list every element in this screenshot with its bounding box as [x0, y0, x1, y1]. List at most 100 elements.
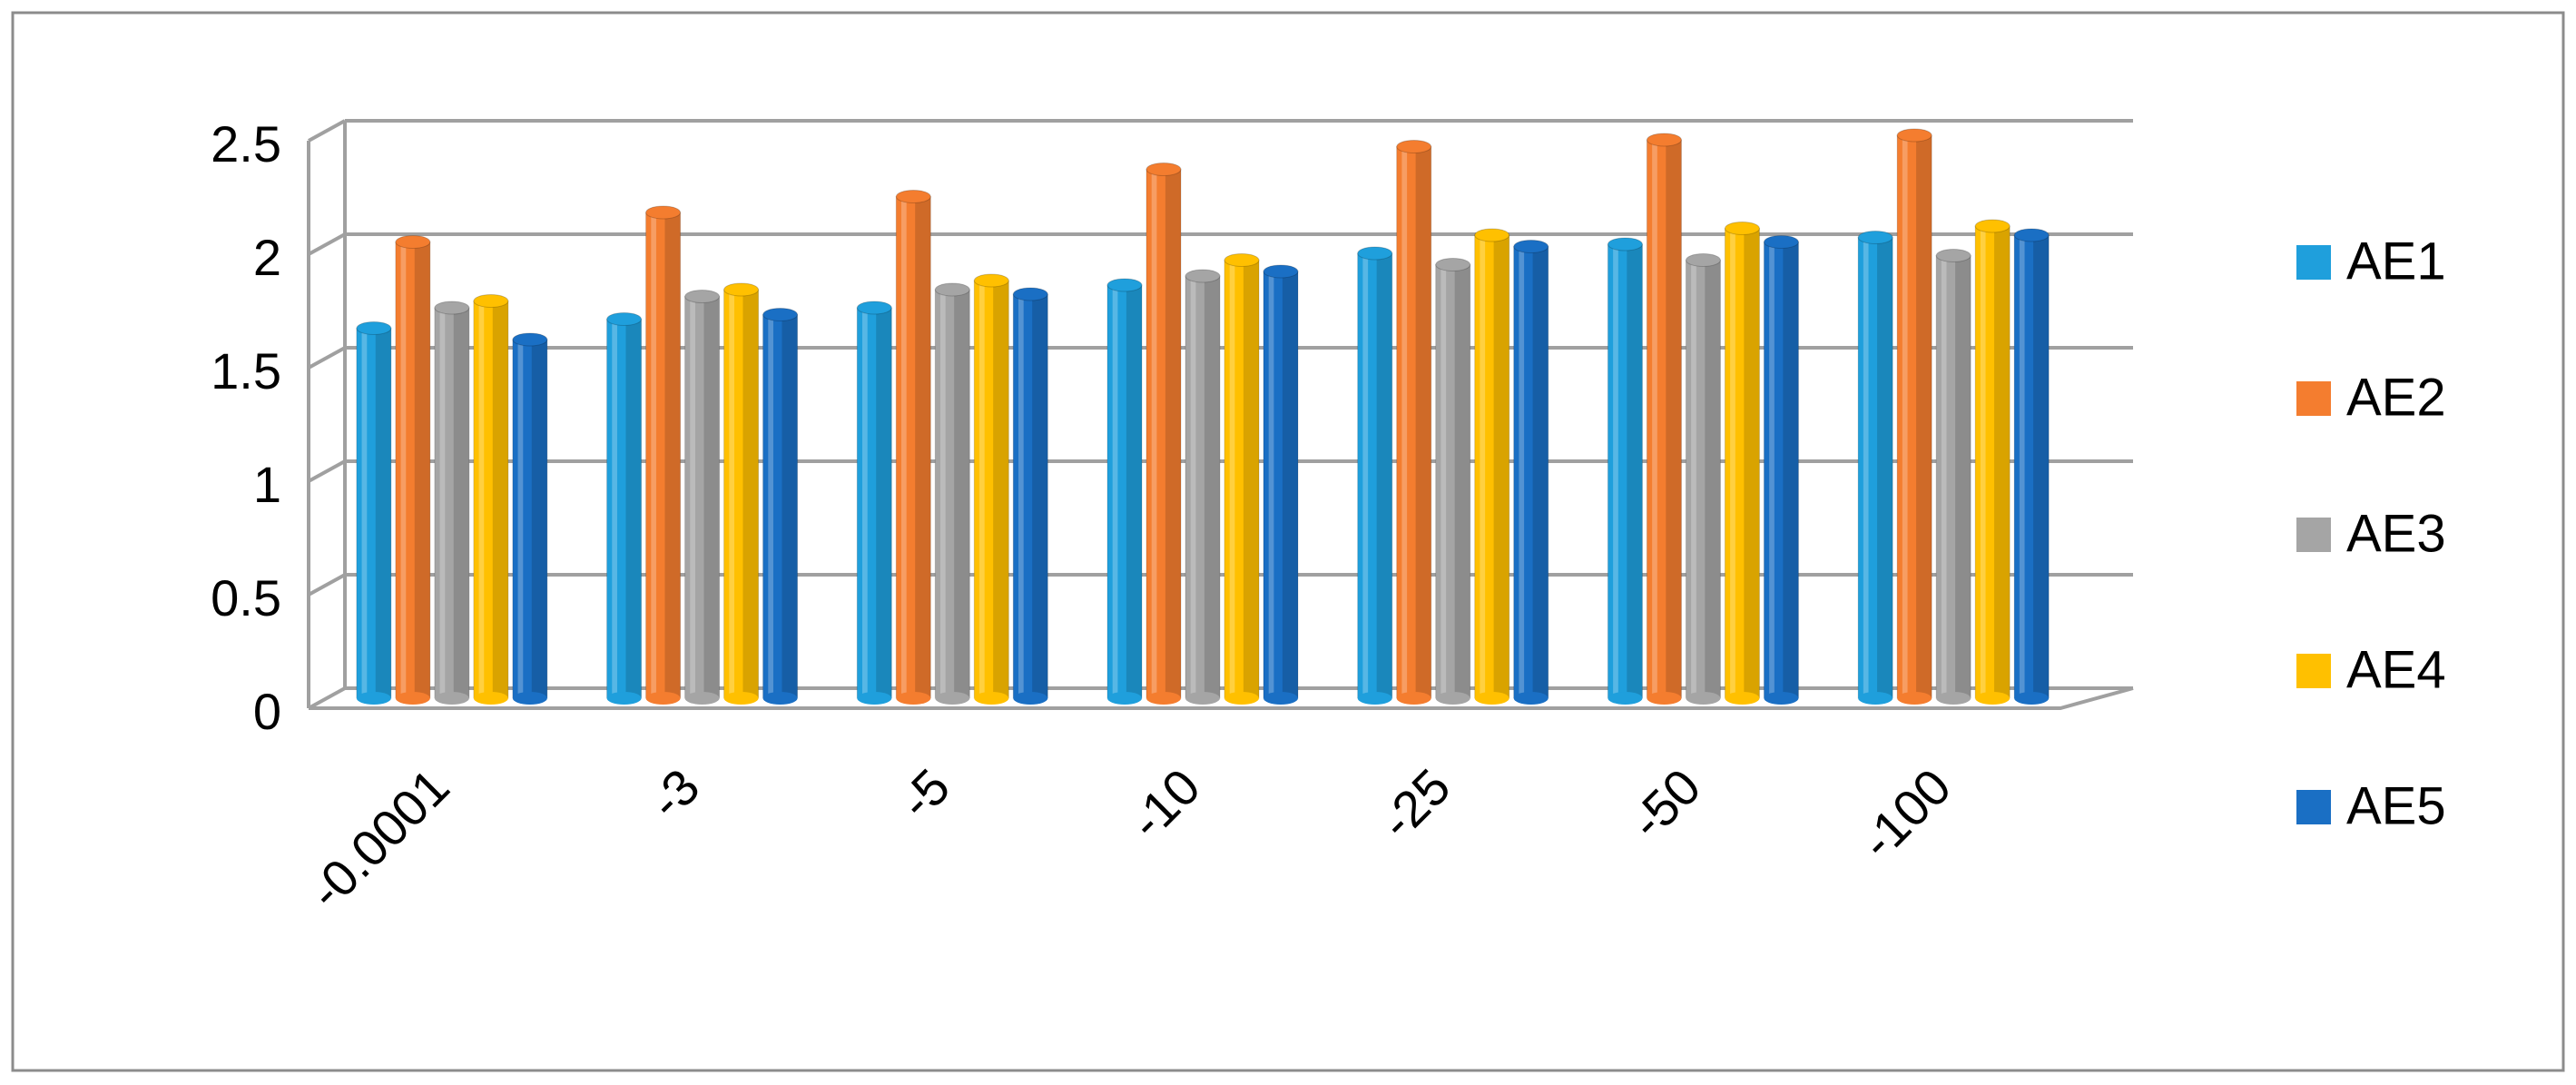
bar — [1857, 237, 1893, 699]
legend-swatch — [2296, 518, 2331, 552]
bar-cap — [856, 301, 892, 315]
bar-cap — [1263, 264, 1299, 279]
bar-highlight — [1652, 140, 1657, 698]
bar-base — [434, 692, 469, 705]
bar-highlight — [2019, 235, 2025, 698]
bar-base — [1263, 692, 1298, 705]
bar-shade — [954, 290, 970, 698]
bar — [934, 289, 970, 699]
bar-base — [473, 692, 508, 705]
legend-swatch — [2296, 790, 2331, 824]
bar-base — [512, 692, 547, 705]
legend-label: AE1 — [2346, 232, 2446, 291]
bar — [684, 296, 721, 699]
bar-highlight — [1480, 235, 1486, 698]
bar — [1012, 293, 1048, 699]
bar-highlight — [1151, 169, 1157, 698]
bar-cap — [1145, 163, 1182, 176]
bar-shade — [1493, 235, 1509, 698]
grid-line-side — [308, 459, 346, 483]
bar-shade — [1243, 260, 1259, 698]
bar-shade — [1744, 228, 1760, 698]
bar-cap — [434, 301, 470, 315]
bar — [723, 289, 760, 699]
bar-cap — [1435, 258, 1471, 271]
bar-base — [1725, 692, 1760, 705]
bar — [973, 280, 1009, 699]
bar-highlight — [1440, 264, 1447, 698]
bar-highlight — [612, 319, 617, 698]
bar-base — [1608, 692, 1643, 705]
bar-shade — [1282, 271, 1298, 698]
bar — [434, 307, 470, 699]
bar-cap — [473, 294, 509, 308]
grid-line-side — [308, 119, 346, 143]
bar-shade — [1454, 264, 1470, 698]
bar — [762, 314, 799, 699]
bar-base — [1897, 692, 1932, 705]
bar — [1763, 242, 1799, 699]
bar-highlight — [1362, 253, 1369, 698]
bar-base — [645, 692, 681, 705]
grid-line-side — [308, 346, 346, 370]
bar-shade — [1666, 140, 1682, 698]
bar-base — [1357, 692, 1392, 705]
bar — [1185, 275, 1221, 699]
bar-shade — [1994, 226, 2011, 698]
bar-base — [1224, 692, 1259, 705]
legend-swatch — [2296, 381, 2331, 416]
bar-shade — [1032, 294, 1048, 698]
bar-shade — [1916, 135, 1932, 698]
bar-highlight — [768, 314, 773, 698]
bar — [1513, 246, 1549, 699]
bar — [1724, 228, 1760, 699]
bar-base — [1513, 692, 1549, 705]
bar-highlight — [1769, 242, 1775, 698]
bar-cap — [1685, 253, 1721, 267]
bar-cap — [512, 332, 548, 347]
bar — [1263, 271, 1299, 699]
bar-highlight — [978, 281, 985, 698]
bar-highlight — [729, 290, 734, 698]
bar-shade — [1204, 276, 1220, 698]
bar-base — [1647, 692, 1682, 705]
bar-highlight — [690, 296, 695, 698]
bar-shade — [876, 308, 892, 698]
bar-cap — [1106, 278, 1143, 292]
bar-highlight — [361, 328, 368, 698]
floor-edge — [309, 686, 2134, 710]
bar-cap — [1974, 219, 2011, 233]
legend-label: AE4 — [2346, 640, 2446, 699]
bar-highlight — [478, 301, 485, 698]
bar — [606, 319, 643, 699]
bar-shade — [742, 290, 759, 698]
bar-highlight — [861, 308, 868, 698]
bar-cap — [1607, 237, 1643, 252]
bar-base — [723, 692, 759, 705]
bar-highlight — [1980, 226, 1986, 698]
bar-cap — [1396, 140, 1432, 153]
bar-base — [1435, 692, 1470, 705]
bar — [395, 242, 431, 699]
bar-cap — [934, 282, 970, 297]
bar-highlight — [1190, 276, 1196, 698]
bar — [1607, 243, 1643, 699]
legend-label: AE5 — [2346, 776, 2446, 835]
bar-cap — [895, 190, 931, 203]
bar-base — [1013, 692, 1048, 705]
bar-highlight — [1902, 135, 1908, 698]
grid-line-side — [308, 232, 346, 256]
bar-cap — [684, 290, 721, 303]
bar-highlight — [1519, 246, 1525, 698]
bar — [356, 328, 392, 699]
bar — [1685, 260, 1721, 699]
bar-cap — [1474, 228, 1510, 242]
bar-shade — [1877, 237, 1893, 698]
legend-label: AE2 — [2346, 368, 2446, 427]
legend-swatch — [2296, 654, 2331, 688]
bar-base — [857, 692, 892, 705]
bar-shade — [1532, 246, 1549, 698]
bar — [1396, 146, 1432, 699]
bar-shade — [414, 242, 430, 698]
bar-base — [974, 692, 1009, 705]
